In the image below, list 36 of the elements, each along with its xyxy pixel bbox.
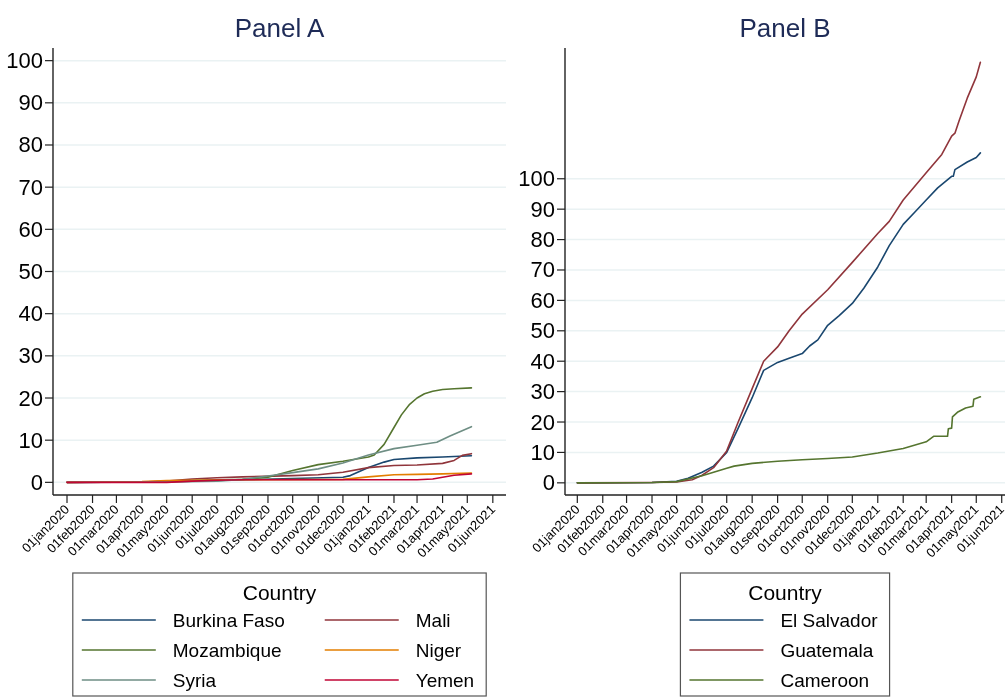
line-series xyxy=(576,395,982,484)
y-tick-label: 80 xyxy=(18,132,43,158)
legend-title: Country xyxy=(748,580,823,604)
y-tick-label: 90 xyxy=(530,196,555,222)
legend-label: Burkina Faso xyxy=(172,609,285,631)
legend-label: El Salvador xyxy=(780,609,879,631)
legend-label: Syria xyxy=(172,669,217,691)
y-tick-label: 60 xyxy=(18,216,43,242)
y-tick-label: 10 xyxy=(18,427,43,453)
legend-label: Guatemala xyxy=(780,639,874,661)
legend-label: Yemen xyxy=(415,669,475,691)
y-tick-label: 80 xyxy=(530,227,555,253)
y-tick-label: 40 xyxy=(18,301,43,327)
legend-label: Mozambique xyxy=(172,639,282,661)
legend-label: Mali xyxy=(415,609,451,631)
legend-label: Cameroon xyxy=(780,669,870,691)
y-tick-label: 70 xyxy=(530,257,555,283)
chart-title: Panel A xyxy=(234,13,325,43)
y-tick-label: 70 xyxy=(18,174,43,200)
y-tick-label: 10 xyxy=(530,439,555,465)
chart-title: Panel B xyxy=(739,13,831,43)
y-tick-label: 30 xyxy=(530,379,555,405)
legend-label: Niger xyxy=(415,639,462,661)
y-tick-label: 50 xyxy=(530,318,555,344)
y-tick-label: 60 xyxy=(530,287,555,313)
y-tick-label: 90 xyxy=(18,90,43,116)
y-tick-label: 0 xyxy=(542,470,555,496)
y-tick-label: 20 xyxy=(18,385,43,411)
y-tick-label: 0 xyxy=(30,469,43,495)
y-tick-label: 40 xyxy=(530,348,555,374)
y-tick-label: 100 xyxy=(518,166,555,192)
y-tick-label: 30 xyxy=(18,343,43,369)
legend-title: Country xyxy=(242,580,317,604)
y-tick-label: 50 xyxy=(18,259,43,284)
y-tick-label: 20 xyxy=(530,409,555,435)
y-tick-label: 100 xyxy=(6,48,43,74)
